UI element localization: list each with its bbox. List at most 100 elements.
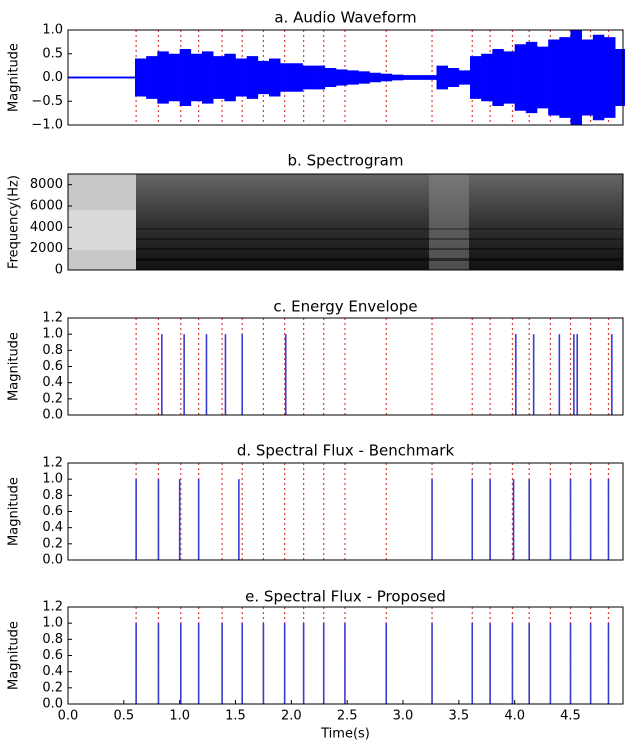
waveform-segment <box>525 41 538 114</box>
y-axis-label: Magnitude <box>7 43 22 112</box>
y-axis-label: Magnitude <box>7 621 22 690</box>
waveform-segment <box>235 58 247 97</box>
waveform-segment <box>123 76 136 79</box>
x-tick-label: 2.0 <box>281 709 302 724</box>
waveform-segment <box>79 76 91 79</box>
waveform-segment <box>179 49 192 106</box>
waveform-segment <box>202 51 214 104</box>
waveform-segment <box>592 34 605 121</box>
waveform-segment <box>224 53 236 102</box>
waveform-segment <box>280 63 292 92</box>
y-tick-label: 4000 <box>30 220 63 235</box>
plot-frame <box>67 317 624 416</box>
waveform-segment <box>503 51 515 104</box>
waveform-segment <box>391 74 404 81</box>
waveform-segment <box>90 76 102 79</box>
y-tick-label: 0.2 <box>42 391 63 406</box>
y-tick-label: 1.0 <box>42 616 63 631</box>
y-tick-label: 0.0 <box>42 408 63 423</box>
panel-title: c. Energy Envelope <box>273 298 417 316</box>
y-axis-label: Magnitude <box>7 332 22 401</box>
waveform-segment <box>447 68 460 87</box>
y-tick-label: 1.2 <box>42 456 63 471</box>
y-tick-label: 0.6 <box>42 359 63 374</box>
y-tick-label: 1.2 <box>42 600 63 615</box>
waveform-segment <box>324 68 337 87</box>
panel-title: a. Audio Waveform <box>274 9 416 27</box>
y-tick-label: 0.8 <box>42 488 63 503</box>
waveform-segment <box>559 37 571 118</box>
y-tick-label: 6000 <box>30 199 63 214</box>
y-axis-label: Magnitude <box>7 477 22 546</box>
waveform-segment <box>403 75 415 80</box>
y-tick-label: 0.2 <box>42 536 63 551</box>
waveform-segment <box>481 53 493 102</box>
waveform-segment <box>291 63 303 92</box>
waveform-segment <box>581 39 594 116</box>
y-tick-label: 0.6 <box>42 504 63 519</box>
y-tick-label: 1.0 <box>42 23 63 38</box>
y-tick-label: 0.8 <box>42 632 63 647</box>
y-tick-label: 1.0 <box>42 327 63 342</box>
waveform-segment <box>470 56 482 99</box>
y-tick-label: 0.8 <box>42 343 63 358</box>
waveform-segment <box>492 49 504 106</box>
y-tick-label: 0.6 <box>42 648 63 663</box>
spectrogram-image <box>68 174 623 270</box>
waveform-segment <box>101 76 113 79</box>
x-tick-label: 0.0 <box>58 709 79 724</box>
y-tick-label: 1.2 <box>42 311 63 326</box>
y-tick-label: 0.4 <box>42 664 63 679</box>
waveform-segment <box>380 73 393 82</box>
waveform-segment <box>436 65 448 90</box>
waveform-segment <box>347 70 359 85</box>
y-tick-label: −0.5 <box>31 94 63 109</box>
x-tick-label: 3.0 <box>393 709 414 724</box>
y-tick-label: 0.5 <box>42 46 63 61</box>
panel-title: b. Spectrogram <box>288 152 404 170</box>
y-tick-label: 0.0 <box>42 697 63 712</box>
panel-title: d. Spectral Flux - Benchmark <box>237 442 455 460</box>
x-tick-label: 4.0 <box>504 709 525 724</box>
waveform-segment <box>425 75 437 80</box>
x-tick-label: 2.5 <box>337 709 358 724</box>
y-tick-label: 1.0 <box>42 472 63 487</box>
waveform-segment <box>336 69 348 86</box>
waveform-segment <box>458 70 471 85</box>
waveform-segment <box>570 30 582 125</box>
waveform-segment <box>168 53 180 102</box>
waveform-segment <box>246 56 259 99</box>
x-axis-label: Time(s) <box>320 727 370 742</box>
y-tick-label: 0 <box>55 263 63 278</box>
waveform-segment <box>313 65 326 90</box>
y-tick-label: 0.0 <box>42 553 63 568</box>
waveform-segment <box>157 51 169 104</box>
plot-frame <box>67 173 624 271</box>
plot-frame <box>67 29 624 126</box>
waveform-segment <box>358 71 370 84</box>
x-tick-label: 4.5 <box>560 709 581 724</box>
y-tick-label: 0.2 <box>42 680 63 695</box>
y-tick-label: 0.4 <box>42 375 63 390</box>
plot-frame <box>67 606 624 705</box>
waveform-segment <box>269 58 281 97</box>
y-tick-label: 2000 <box>30 241 63 256</box>
waveform-segment <box>302 65 314 90</box>
y-axis-label: Frequency(Hz) <box>7 175 22 269</box>
waveform-segment <box>213 56 225 99</box>
x-tick-label: 1.5 <box>225 709 246 724</box>
waveform-segment <box>604 37 616 118</box>
waveform-segment <box>112 76 125 79</box>
waveform-segment <box>548 39 560 116</box>
x-tick-label: 0.5 <box>113 709 134 724</box>
waveform-segment <box>190 53 203 102</box>
waveform-segment <box>146 56 158 99</box>
x-tick-label: 3.5 <box>449 709 470 724</box>
y-tick-label: −1.0 <box>31 118 63 133</box>
waveform-segment <box>135 58 147 97</box>
waveform-segment <box>257 60 270 95</box>
waveform-segment <box>514 44 527 111</box>
waveform-segment <box>414 75 426 80</box>
plot-frame <box>67 462 624 561</box>
waveform-segment <box>537 46 549 109</box>
